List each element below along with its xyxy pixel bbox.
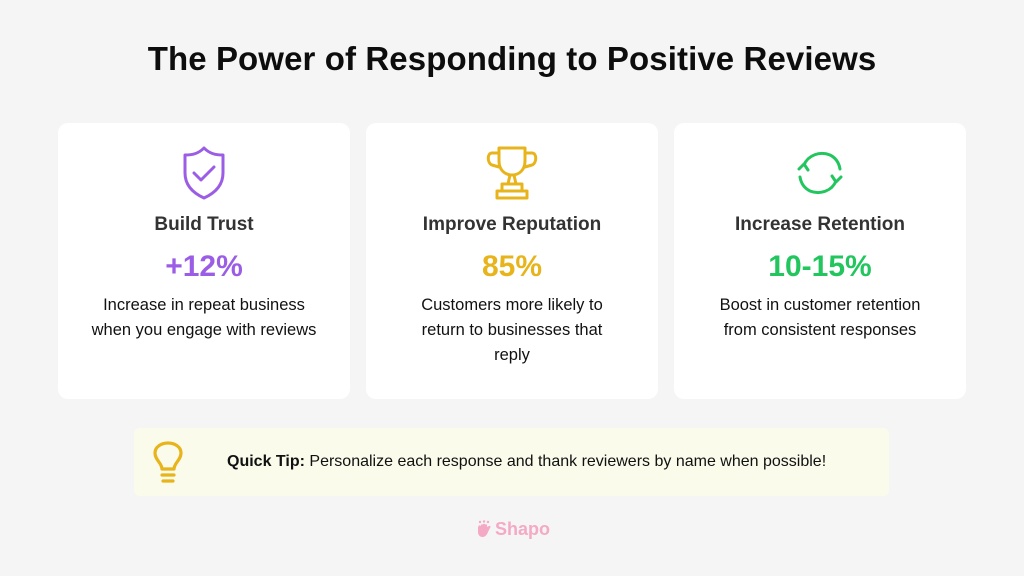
brand-name: Shapo	[495, 518, 551, 539]
trophy-icon	[366, 143, 658, 203]
card-improve-reputation: Improve Reputation 85% Customers more li…	[366, 123, 658, 399]
shapo-hand-icon	[478, 520, 491, 537]
brand-logo: Shapo	[476, 518, 550, 540]
card-description: Increase in repeat business when you eng…	[91, 296, 317, 339]
card-heading: Increase Retention	[735, 214, 905, 235]
page-title: The Power of Responding to Positive Revi…	[147, 40, 877, 77]
shield-check-icon	[58, 143, 350, 203]
lightbulb-icon	[153, 441, 183, 483]
card-heading: Build Trust	[154, 214, 254, 235]
card-stat: +12%	[165, 250, 243, 283]
card-build-trust: Build Trust +12% Increase in repeat busi…	[58, 123, 350, 399]
tip-body: Personalize each response and thank revi…	[309, 453, 827, 470]
card-stat: 10-15%	[768, 250, 872, 283]
tip-label: Quick Tip:	[227, 453, 305, 470]
card-description: Boost in customer retention from consist…	[719, 296, 921, 339]
card-heading: Improve Reputation	[422, 214, 602, 235]
tip-text: Quick Tip: Personalize each response and…	[227, 453, 826, 471]
quick-tip-banner: Quick Tip: Personalize each response and…	[134, 428, 889, 496]
card-description: Customers more likely to return to busin…	[421, 296, 603, 364]
refresh-cycle-icon	[674, 143, 966, 203]
card-increase-retention: Increase Retention 10-15% Boost in custo…	[674, 123, 966, 399]
card-stat: 85%	[481, 250, 543, 283]
